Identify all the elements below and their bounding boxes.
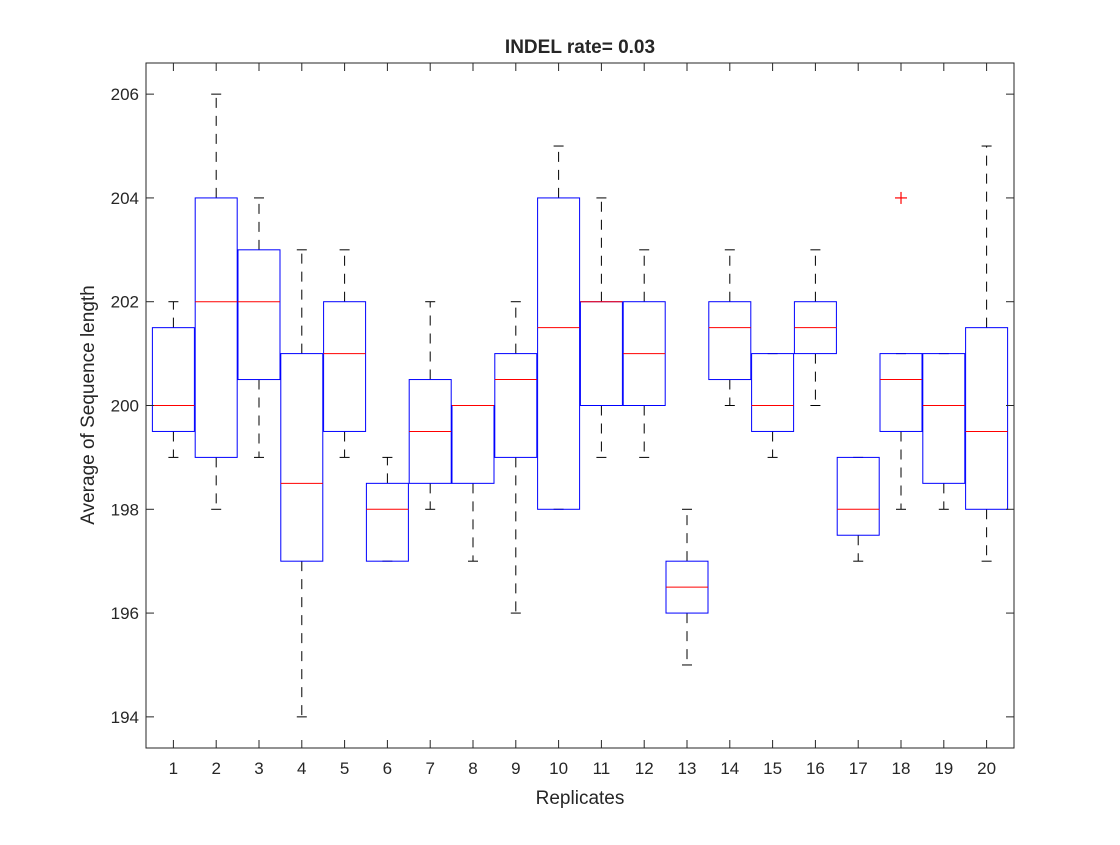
x-tick-label: 7 bbox=[425, 759, 434, 778]
box-replicate-18 bbox=[879, 191, 923, 510]
y-tick-label: 206 bbox=[111, 85, 139, 104]
box-replicate-17 bbox=[836, 456, 880, 562]
x-tick-label: 9 bbox=[511, 759, 520, 778]
x-tick-label: 5 bbox=[340, 759, 349, 778]
box-replicate-20 bbox=[965, 145, 1009, 562]
iqr-box bbox=[194, 197, 238, 458]
iqr-box bbox=[323, 301, 367, 432]
box-replicate-19 bbox=[922, 353, 966, 510]
x-tick-label: 11 bbox=[593, 759, 611, 778]
x-tick-label: 14 bbox=[720, 759, 739, 778]
x-tick-label: 1 bbox=[169, 759, 178, 778]
box-replicate-1 bbox=[151, 301, 195, 458]
box-replicate-14 bbox=[708, 249, 752, 406]
box-replicate-11 bbox=[579, 197, 623, 458]
x-axis-label: Replicates bbox=[536, 788, 625, 809]
x-tick-label: 13 bbox=[678, 759, 697, 778]
y-axis-label: Average of Sequence length bbox=[78, 285, 99, 524]
iqr-box bbox=[922, 353, 966, 484]
x-tick-label: 6 bbox=[383, 759, 392, 778]
iqr-box bbox=[751, 353, 795, 432]
iqr-box bbox=[237, 249, 281, 381]
iqr-box bbox=[879, 353, 923, 432]
box-replicate-6 bbox=[365, 456, 409, 562]
x-tick-label: 8 bbox=[468, 759, 477, 778]
box-replicate-9 bbox=[494, 301, 538, 614]
iqr-box bbox=[836, 456, 880, 536]
iqr-box bbox=[494, 353, 538, 458]
iqr-box bbox=[965, 327, 1009, 510]
box-replicate-12 bbox=[622, 249, 666, 458]
box-replicate-3 bbox=[237, 197, 281, 458]
box-replicate-5 bbox=[323, 249, 367, 458]
box-replicate-7 bbox=[408, 301, 452, 510]
x-tick-label: 12 bbox=[635, 759, 654, 778]
box-replicate-16 bbox=[793, 249, 837, 406]
box-replicate-13 bbox=[665, 508, 709, 666]
x-tick-label: 16 bbox=[806, 759, 825, 778]
x-tick-label: 20 bbox=[977, 759, 996, 778]
iqr-box bbox=[280, 353, 324, 562]
iqr-box bbox=[537, 197, 581, 510]
chart-title: INDEL rate= 0.03 bbox=[505, 37, 655, 58]
outlier-marker bbox=[895, 191, 908, 204]
y-tick-label: 196 bbox=[111, 604, 139, 623]
y-tick-label: 204 bbox=[111, 189, 139, 208]
iqr-box bbox=[151, 327, 195, 432]
box-replicate-15 bbox=[751, 353, 795, 458]
x-tick-label: 15 bbox=[763, 759, 782, 778]
chart-marks bbox=[151, 93, 1009, 718]
box-replicate-8 bbox=[451, 405, 495, 562]
x-tick-label: 18 bbox=[892, 759, 911, 778]
y-tick-label: 194 bbox=[111, 708, 139, 727]
x-tick-label: 10 bbox=[549, 759, 568, 778]
box-replicate-10 bbox=[537, 145, 581, 510]
y-tick-label: 198 bbox=[111, 500, 139, 519]
x-tick-label: 17 bbox=[849, 759, 868, 778]
x-tick-label: 3 bbox=[254, 759, 263, 778]
iqr-box bbox=[708, 301, 752, 381]
y-tick-label: 200 bbox=[111, 397, 139, 416]
iqr-box bbox=[365, 482, 409, 562]
y-tick-label: 202 bbox=[111, 293, 139, 312]
box-replicate-2 bbox=[194, 93, 238, 510]
x-tick-label: 4 bbox=[297, 759, 306, 778]
x-tick-label: 2 bbox=[211, 759, 220, 778]
box-replicate-4 bbox=[280, 249, 324, 718]
x-tick-label: 19 bbox=[934, 759, 953, 778]
